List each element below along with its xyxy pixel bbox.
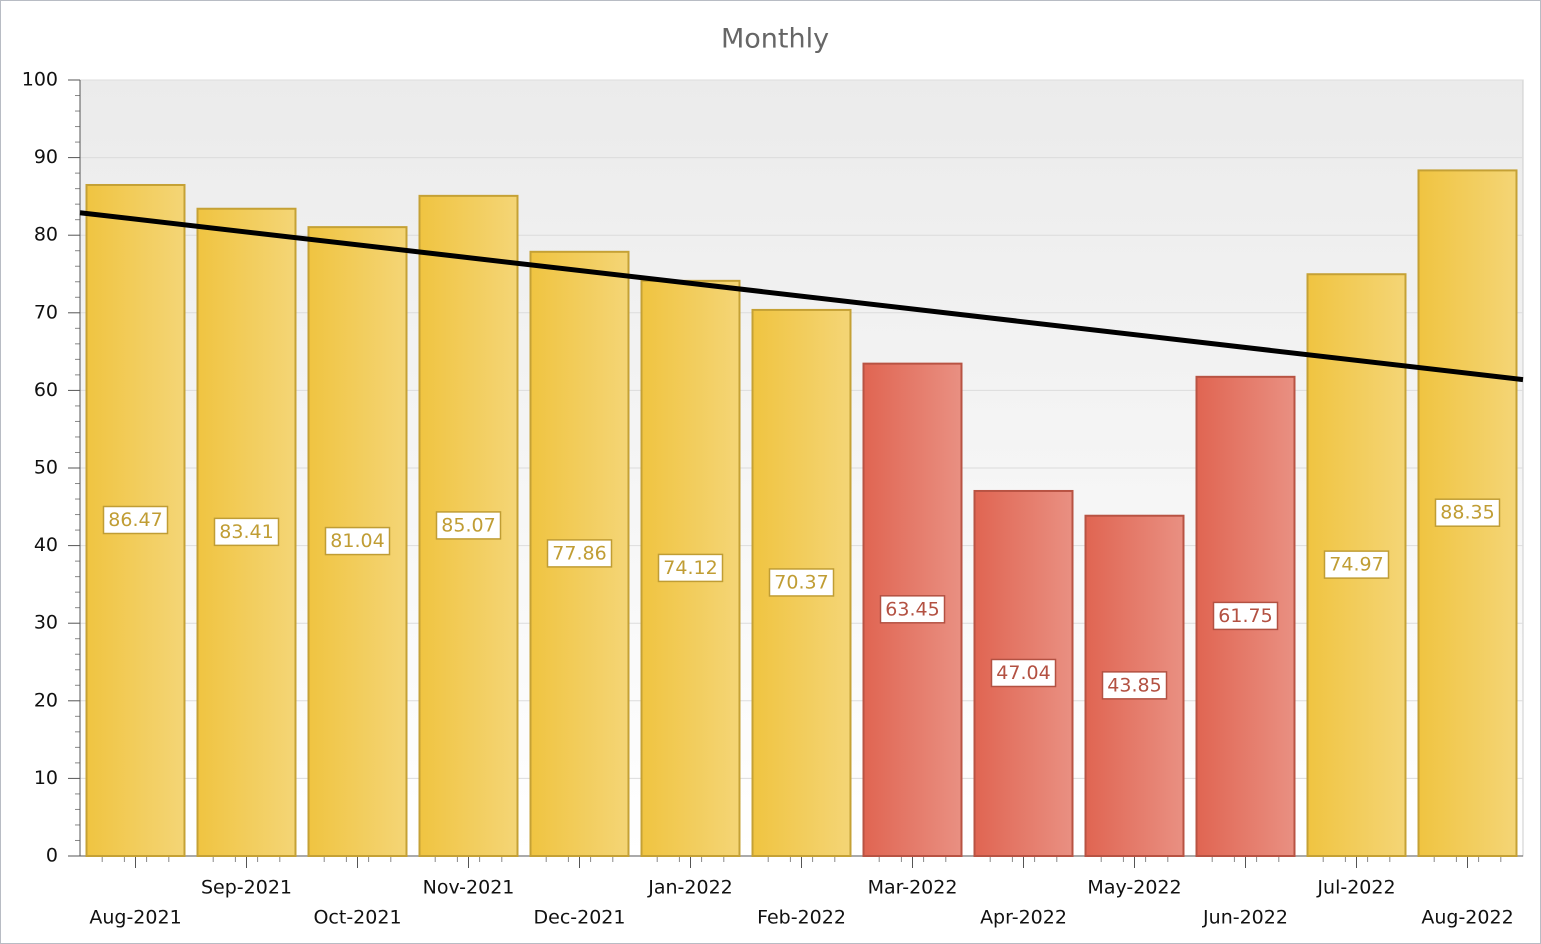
x-tick-label: Aug-2022 [1421,907,1513,929]
value-label: 63.45 [885,598,939,620]
y-tick-label: 100 [22,69,58,91]
value-label-box [879,595,946,624]
value-label: 77.86 [552,542,606,564]
value-label: 88.35 [1440,502,1494,524]
y-tick-label: 80 [34,224,58,246]
x-tick-label: Apr-2022 [980,907,1067,929]
value-label-box [546,539,613,568]
y-tick-label: 10 [34,767,58,789]
value-label-box [324,526,391,556]
y-tick-label: 20 [34,689,58,711]
value-label-box [1101,671,1168,700]
x-tick-label: Jul-2022 [1316,877,1395,899]
value-label: 70.37 [774,571,828,593]
trend-line [79,210,1524,383]
y-tick-label: 50 [34,457,58,479]
y-tick-label: 30 [34,612,58,634]
x-tick-label: Nov-2021 [423,877,515,899]
value-label: 43.85 [1107,674,1161,696]
x-tick-label: Jun-2022 [1202,907,1288,929]
value-label: 83.41 [219,521,273,543]
value-label-box [1212,601,1279,631]
x-tick-label: Sep-2021 [201,877,292,899]
value-label: 74.12 [663,557,717,579]
value-label-box [768,568,835,597]
x-tick-label: Mar-2022 [868,877,958,899]
value-label: 47.04 [996,662,1050,684]
x-tick-label: Feb-2022 [757,907,846,929]
value-label: 85.07 [441,514,495,536]
x-tick-label: Aug-2021 [89,907,181,929]
chart-title: Monthly [721,24,829,55]
y-tick-label: 60 [34,379,58,401]
value-label: 81.04 [330,530,384,552]
value-label-box [1434,498,1501,527]
y-tick-label: 40 [34,534,58,556]
value-label-box [990,658,1057,688]
y-tick-label: 90 [34,146,58,168]
x-tick-label: Jan-2022 [647,877,733,899]
value-label: 86.47 [108,509,162,531]
value-label: 61.75 [1218,605,1272,627]
value-label-box [435,511,502,540]
value-label-box [213,517,280,547]
x-tick-label: May-2022 [1087,877,1181,899]
y-tick-label: 70 [34,301,58,323]
value-label-box [1323,550,1390,579]
value-label-box [102,505,169,535]
x-tick-label: Oct-2021 [313,907,401,929]
y-tick-label: 0 [46,845,58,867]
x-tick-label: Dec-2021 [534,907,626,929]
value-label-box [657,553,724,583]
value-label: 74.97 [1329,554,1383,576]
